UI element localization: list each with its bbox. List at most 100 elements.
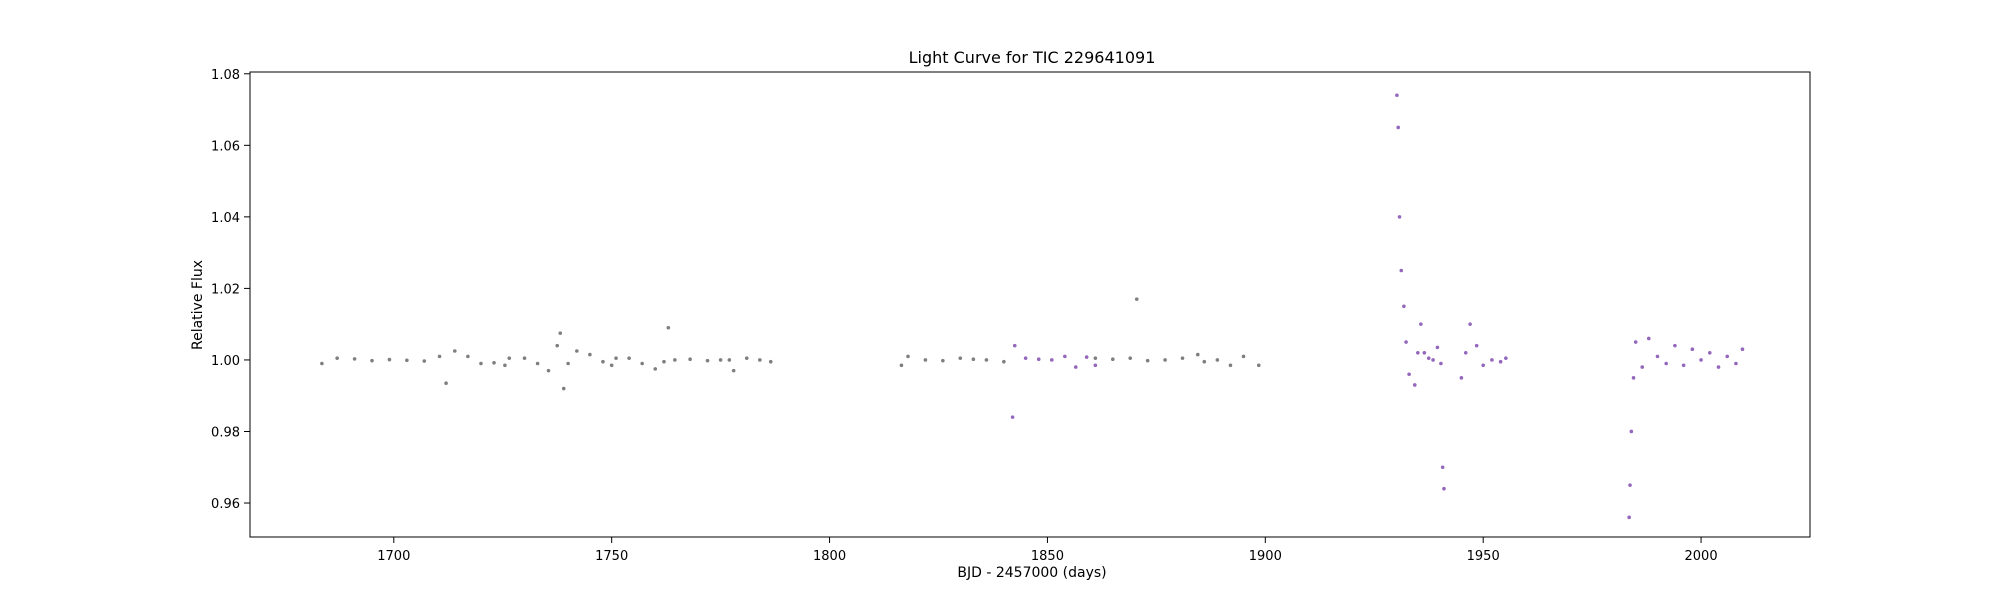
data-point — [1439, 361, 1443, 366]
x-tick-label: 1750 — [595, 549, 628, 564]
data-point — [1256, 363, 1261, 368]
data-point — [1442, 486, 1446, 491]
data-point — [1707, 350, 1712, 355]
data-point — [1459, 376, 1464, 380]
data-point — [555, 343, 560, 348]
data-point — [1633, 340, 1638, 344]
data-point — [1435, 345, 1440, 350]
y-tick-label: 0.96 — [211, 497, 240, 512]
data-point — [1431, 358, 1435, 362]
data-point — [466, 354, 470, 359]
data-point — [507, 356, 512, 360]
data-point — [1646, 336, 1651, 341]
data-point — [558, 331, 563, 335]
data-point — [1629, 429, 1634, 434]
data-point — [1673, 343, 1677, 348]
data-point — [422, 359, 427, 363]
data-point — [1163, 358, 1167, 362]
data-point — [320, 361, 324, 366]
data-point — [1740, 347, 1745, 352]
data-point — [1664, 361, 1668, 366]
data-point — [688, 357, 692, 362]
data-point — [1407, 372, 1411, 377]
data-point — [1012, 343, 1017, 348]
data-point — [1627, 515, 1631, 520]
data-point — [1134, 297, 1139, 301]
x-tick-label: 1800 — [813, 549, 846, 564]
data-point — [1023, 356, 1028, 360]
data-point — [731, 368, 736, 373]
data-point — [1631, 376, 1636, 380]
x-axis-label: BJD - 2457000 (days) — [957, 565, 1106, 581]
data-point — [588, 352, 592, 357]
data-point — [941, 358, 945, 363]
data-point — [1396, 125, 1401, 130]
data-point — [601, 359, 605, 364]
y-tick-label: 1.08 — [211, 68, 240, 83]
data-point — [1063, 354, 1067, 359]
data-point — [1093, 363, 1098, 368]
chart-title: Light Curve for TIC 229641091 — [909, 48, 1156, 67]
data-point — [405, 358, 409, 363]
data-point — [444, 381, 448, 385]
data-point — [1397, 215, 1402, 219]
data-point — [1093, 356, 1098, 360]
data-point — [1110, 357, 1115, 362]
data-point — [1195, 352, 1200, 357]
y-tick-label: 1.06 — [211, 139, 240, 154]
data-point — [335, 356, 339, 360]
data-point — [1010, 415, 1015, 419]
data-point — [1228, 363, 1233, 368]
data-point — [479, 361, 483, 366]
data-point — [1202, 359, 1207, 364]
data-point — [923, 358, 928, 362]
series-1 — [1010, 93, 1745, 520]
data-point — [1241, 354, 1246, 359]
data-point — [503, 363, 507, 368]
data-point — [1699, 358, 1703, 362]
data-point — [1734, 361, 1738, 366]
data-point — [1725, 354, 1730, 359]
x-tick-label: 1950 — [1467, 549, 1500, 564]
data-point — [705, 358, 710, 363]
data-point — [1180, 356, 1185, 360]
data-point — [1416, 350, 1420, 355]
data-point — [1215, 358, 1220, 362]
data-point — [666, 325, 671, 330]
data-point — [546, 368, 551, 373]
y-axis-label: Relative Flux — [190, 260, 206, 350]
data-point — [614, 356, 618, 360]
x-tick-label: 2000 — [1685, 549, 1718, 564]
data-point — [673, 358, 677, 362]
data-point — [1412, 383, 1417, 387]
data-point — [653, 367, 658, 371]
data-point — [1463, 350, 1468, 355]
data-point — [1049, 358, 1054, 362]
data-point — [492, 361, 496, 365]
data-point — [1490, 358, 1494, 362]
plot-area-points — [320, 93, 1745, 520]
y-tick-label: 1.00 — [211, 354, 240, 369]
data-point — [609, 363, 614, 368]
data-point — [727, 358, 732, 362]
data-point — [1084, 355, 1089, 359]
data-point — [1404, 340, 1408, 344]
data-point — [984, 358, 989, 362]
y-tick-label: 1.04 — [211, 211, 240, 226]
data-point — [387, 357, 392, 362]
data-point — [958, 356, 963, 360]
data-point — [1402, 304, 1406, 309]
data-point — [1419, 322, 1423, 326]
data-point — [453, 349, 457, 353]
data-point — [575, 349, 579, 353]
data-point — [1655, 354, 1660, 359]
data-point — [627, 356, 631, 360]
x-tick-label: 1850 — [1031, 549, 1064, 564]
data-point — [1036, 357, 1041, 362]
data-point — [1468, 322, 1472, 326]
data-point — [566, 361, 570, 366]
data-point — [1690, 347, 1695, 352]
data-point — [744, 356, 749, 360]
data-point — [768, 359, 773, 364]
